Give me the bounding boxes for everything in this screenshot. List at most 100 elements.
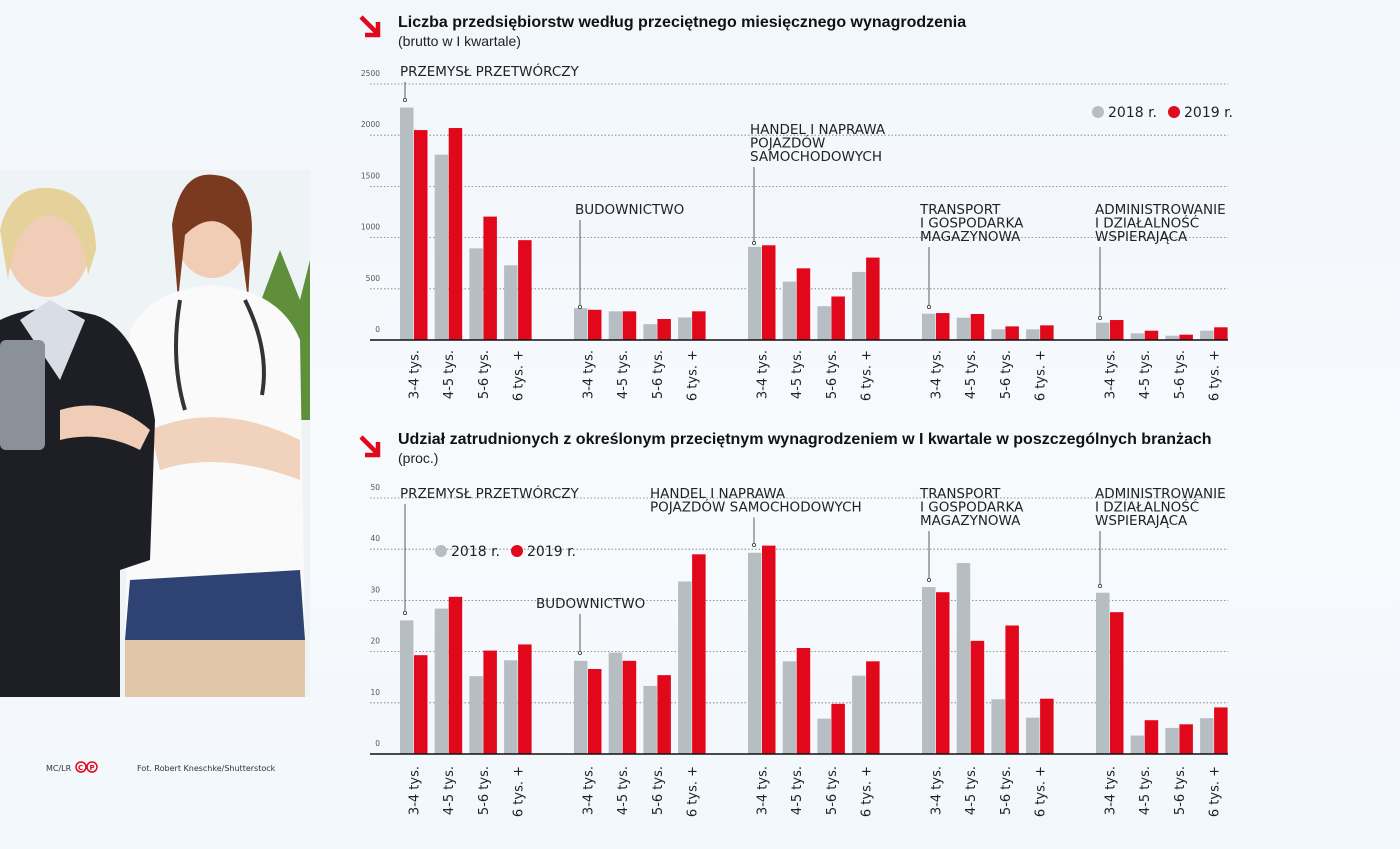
bar-2019: [1110, 612, 1124, 754]
group-label: I DZIAŁALNOŚĆ: [1095, 214, 1199, 232]
bar-2019: [622, 311, 637, 340]
bar-2019: [588, 669, 602, 754]
bar-2019: [1179, 334, 1193, 340]
bar-2018: [643, 685, 657, 754]
bar-2019: [1144, 330, 1159, 340]
bar-2019: [622, 660, 637, 754]
legend-label-2019: 2019 r.: [1184, 105, 1233, 121]
category-label: 4-5 tys.: [442, 350, 457, 399]
category-label: 6 tys. +: [512, 766, 527, 817]
bar-2018: [574, 308, 588, 340]
group-3: 3-4 tys. 4-5 tys. 5-6 tys. 6 tys. + TRANSPOR…: [919, 486, 1054, 817]
bar-2019: [762, 545, 776, 754]
category-label: 4-5 tys.: [964, 350, 979, 399]
bar-2019: [1040, 698, 1054, 754]
bar-2019: [1179, 724, 1193, 754]
leader-dot: [927, 304, 932, 309]
bar-2018: [643, 324, 657, 340]
bar-2018: [852, 675, 866, 754]
category-label: 3-4 tys.: [930, 766, 945, 815]
category-label: 3-4 tys.: [756, 350, 771, 399]
group-2: 3-4 tys. 4-5 tys. 5-6 tys. 6 tys. + HANDEL I…: [748, 122, 886, 401]
y-tick-label: 40: [370, 534, 380, 543]
bar-2018: [1200, 330, 1214, 340]
category-label: 6 tys. +: [1034, 766, 1049, 817]
group-2: 3-4 tys. 4-5 tys. 5-6 tys. 6 tys. + HANDEL I…: [650, 486, 880, 817]
category-label: 5-6 tys.: [1173, 766, 1188, 815]
group-label: POJAZDÓW: [750, 134, 825, 152]
group-0: 3-4 tys. 4-5 tys. 5-6 tys. 6 tys. + PRZEMYSŁ…: [400, 484, 580, 817]
legend: 2018 r. 2019 r.: [435, 544, 576, 560]
bar-2018: [1026, 717, 1040, 754]
category-label: 4-5 tys.: [1138, 350, 1153, 399]
bar-2019: [831, 703, 845, 754]
legend-marker-2018: [1092, 106, 1104, 118]
leader-dot: [752, 543, 757, 548]
bar-2018: [678, 317, 692, 340]
bar-2019: [970, 313, 985, 340]
y-tick-label: 2000: [361, 120, 380, 129]
red-diagonal-arrow-icon: [359, 15, 381, 38]
group-label: ADMINISTROWANIE: [1095, 202, 1226, 218]
bar-2018: [469, 248, 483, 340]
nurse-uniform: [125, 285, 305, 640]
category-label: 6 tys. +: [1208, 350, 1223, 401]
leader-dot: [752, 240, 757, 245]
bar-2018: [608, 311, 623, 340]
bar-2019: [1040, 325, 1054, 340]
group-label: SAMOCHODOWYCH: [750, 149, 882, 165]
group-label: BUDOWNICTWO: [575, 202, 684, 218]
bar-2018: [782, 661, 797, 754]
legend: 2018 r. 2019 r.: [1092, 105, 1233, 121]
bar-2018: [434, 608, 449, 754]
bar-2018: [574, 660, 588, 754]
bar-2018: [748, 552, 762, 754]
group-0: 3-4 tys. 4-5 tys. 5-6 tys. 6 tys. + PRZEMYSŁ…: [400, 62, 580, 401]
bar-2018: [817, 306, 831, 340]
photo-credit: Fot. Robert Kneschke/Shutterstock: [137, 764, 276, 773]
group-label: I DZIAŁALNOŚĆ: [1095, 498, 1199, 516]
group-1: 3-4 tys. 4-5 tys. 5-6 tys. 6 tys. + BUDOWNIC…: [536, 554, 706, 817]
leader-dot: [1098, 584, 1103, 589]
bar-2019: [518, 240, 532, 340]
bar-2018: [1130, 333, 1145, 340]
category-label: 3-4 tys.: [582, 350, 597, 399]
category-label: 3-4 tys.: [1104, 766, 1119, 815]
bar-2019: [1214, 327, 1228, 340]
category-label: 6 tys. +: [860, 350, 875, 401]
category-label: 6 tys. +: [1208, 766, 1223, 817]
chart-1: 0 500 1000 1500 2000 2500 3-4 tys. 4-5 tys. 5-6 …: [361, 62, 1233, 401]
bar-2018: [956, 563, 971, 754]
bar-2018: [1200, 718, 1214, 754]
bar-2019: [936, 592, 950, 754]
group-label: MAGAZYNOWA: [920, 513, 1021, 529]
leader-dot: [927, 578, 932, 583]
group-label: BUDOWNICTWO: [536, 596, 645, 612]
category-label: 3-4 tys.: [582, 766, 597, 815]
category-label: 4-5 tys.: [790, 350, 805, 399]
group-label: POJAZDÓW SAMOCHODOWYCH: [650, 498, 862, 516]
chart-2-subtitle: (proc.): [398, 450, 438, 466]
category-label: 5-6 tys.: [477, 350, 492, 399]
category-label: 4-5 tys.: [616, 350, 631, 399]
bar-2018: [1096, 322, 1110, 340]
bar-2019: [1110, 320, 1124, 340]
category-label: 3-4 tys.: [408, 766, 423, 815]
category-label: 3-4 tys.: [408, 350, 423, 399]
cp-logo-icon: C P: [75, 761, 98, 773]
bar-2019: [936, 313, 950, 340]
category-label: 5-6 tys.: [999, 766, 1014, 815]
bar-2019: [448, 596, 463, 754]
bucket: [0, 340, 45, 450]
y-tick-label: 1500: [361, 171, 380, 180]
bar-2019: [483, 216, 497, 340]
bar-2018: [400, 107, 414, 340]
chart-1-title: Liczba przedsiębiorstw według przeciętne…: [398, 14, 966, 31]
group-label: PRZEMYSŁ PRZETWÓRCZY: [400, 62, 580, 80]
bar-2019: [657, 319, 671, 340]
bar-2019: [657, 675, 671, 754]
bar-2019: [831, 296, 845, 340]
bar-2019: [796, 648, 811, 754]
leader-dot: [402, 98, 407, 103]
bar-2018: [678, 581, 692, 754]
